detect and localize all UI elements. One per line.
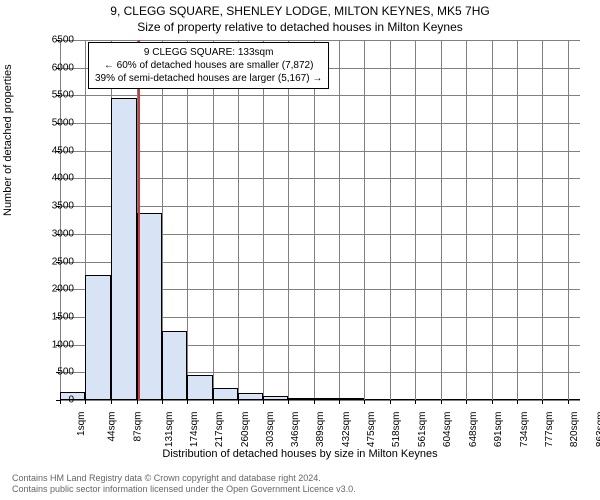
histogram-bar [85, 275, 110, 400]
x-tick-mark [466, 400, 467, 404]
y-tick-label: 2500 [34, 256, 74, 267]
x-tick-mark [517, 400, 518, 404]
footer-line2: Contains public sector information licen… [12, 484, 356, 496]
x-tick-label: 260sqm [240, 412, 251, 448]
grid-line-v [415, 40, 416, 400]
x-tick-mark [288, 400, 289, 404]
grid-line-v [492, 40, 493, 400]
footer-line1: Contains HM Land Registry data © Crown c… [12, 473, 356, 485]
x-tick-mark [137, 400, 138, 404]
x-tick-label: 432sqm [341, 412, 352, 448]
grid-line-h [60, 400, 580, 401]
grid-line-v [339, 40, 340, 400]
x-tick-mark [85, 400, 86, 404]
y-tick-label: 4500 [34, 145, 74, 156]
grid-line-v [466, 40, 467, 400]
grid-line-v [390, 40, 391, 400]
y-tick-label: 1000 [34, 339, 74, 350]
histogram-bar [339, 398, 364, 400]
x-tick-mark [187, 400, 188, 404]
x-tick-label: 648sqm [468, 412, 479, 448]
annotation-line1: 9 CLEGG SQUARE: 133sqm [95, 46, 322, 59]
x-tick-mark [111, 400, 112, 404]
x-tick-label: 346sqm [290, 412, 301, 448]
x-tick-mark [213, 400, 214, 404]
x-tick-label: 174sqm [189, 412, 200, 448]
chart-title-sub: Size of property relative to detached ho… [0, 20, 600, 34]
y-tick-label: 5000 [34, 118, 74, 129]
y-axis-label: Number of detached properties [2, 64, 14, 216]
x-tick-label: 44sqm [107, 412, 118, 442]
histogram-bar [314, 398, 339, 400]
chart-title-main: 9, CLEGG SQUARE, SHENLEY LODGE, MILTON K… [0, 4, 600, 18]
histogram-bar [213, 388, 238, 400]
x-tick-mark [441, 400, 442, 404]
grid-line-v [263, 40, 264, 400]
grid-line-v [542, 40, 543, 400]
grid-line-v [441, 40, 442, 400]
x-tick-mark [568, 400, 569, 404]
chart-container: 9, CLEGG SQUARE, SHENLEY LODGE, MILTON K… [0, 0, 600, 500]
x-tick-label: 691sqm [493, 412, 504, 448]
property-marker-line [138, 40, 140, 400]
grid-line-v [364, 40, 365, 400]
x-tick-label: 217sqm [214, 412, 225, 448]
x-tick-mark [162, 400, 163, 404]
grid-line-v [187, 40, 188, 400]
x-tick-mark [364, 400, 365, 404]
histogram-bar [111, 98, 137, 400]
y-tick-label: 3500 [34, 201, 74, 212]
histogram-bar [263, 396, 288, 400]
y-tick-label: 500 [34, 367, 74, 378]
x-axis-label: Distribution of detached houses by size … [0, 448, 600, 460]
y-tick-label: 1500 [34, 311, 74, 322]
grid-line-v [314, 40, 315, 400]
y-tick-label: 3000 [34, 228, 74, 239]
grid-line-v [288, 40, 289, 400]
annotation-line2: ← 60% of detached houses are smaller (7,… [95, 59, 322, 72]
footer-text: Contains HM Land Registry data © Crown c… [12, 473, 356, 496]
grid-line-v [213, 40, 214, 400]
x-tick-label: 561sqm [417, 412, 428, 448]
y-tick-label: 5500 [34, 90, 74, 101]
y-tick-label: 0 [34, 395, 74, 406]
x-tick-mark [542, 400, 543, 404]
grid-line-v [568, 40, 569, 400]
x-tick-mark [238, 400, 239, 404]
x-tick-mark [314, 400, 315, 404]
x-tick-label: 131sqm [164, 412, 175, 448]
x-tick-label: 389sqm [316, 412, 327, 448]
annotation-box: 9 CLEGG SQUARE: 133sqm ← 60% of detached… [88, 42, 329, 89]
y-tick-label: 6000 [34, 62, 74, 73]
histogram-bar [187, 375, 212, 400]
plot-area [60, 40, 580, 400]
histogram-bar [238, 393, 263, 400]
annotation-line3: 39% of semi-detached houses are larger (… [95, 72, 322, 85]
x-tick-label: 604sqm [442, 412, 453, 448]
y-tick-label: 2000 [34, 284, 74, 295]
histogram-bar [137, 213, 162, 400]
x-tick-label: 863sqm [595, 412, 600, 448]
x-tick-label: 475sqm [366, 412, 377, 448]
x-tick-mark [390, 400, 391, 404]
x-tick-label: 734sqm [519, 412, 530, 448]
x-tick-label: 87sqm [132, 412, 143, 442]
x-tick-label: 1sqm [76, 412, 87, 436]
y-tick-label: 4000 [34, 173, 74, 184]
x-tick-mark [263, 400, 264, 404]
x-tick-label: 777sqm [544, 412, 555, 448]
x-tick-label: 820sqm [569, 412, 580, 448]
x-tick-label: 518sqm [392, 412, 403, 448]
x-tick-mark [415, 400, 416, 404]
x-tick-mark [339, 400, 340, 404]
x-tick-mark [492, 400, 493, 404]
x-tick-label: 303sqm [265, 412, 276, 448]
grid-line-v [517, 40, 518, 400]
y-tick-label: 6500 [34, 35, 74, 46]
grid-line-v [238, 40, 239, 400]
histogram-bar [288, 398, 313, 400]
histogram-bar [162, 331, 187, 400]
